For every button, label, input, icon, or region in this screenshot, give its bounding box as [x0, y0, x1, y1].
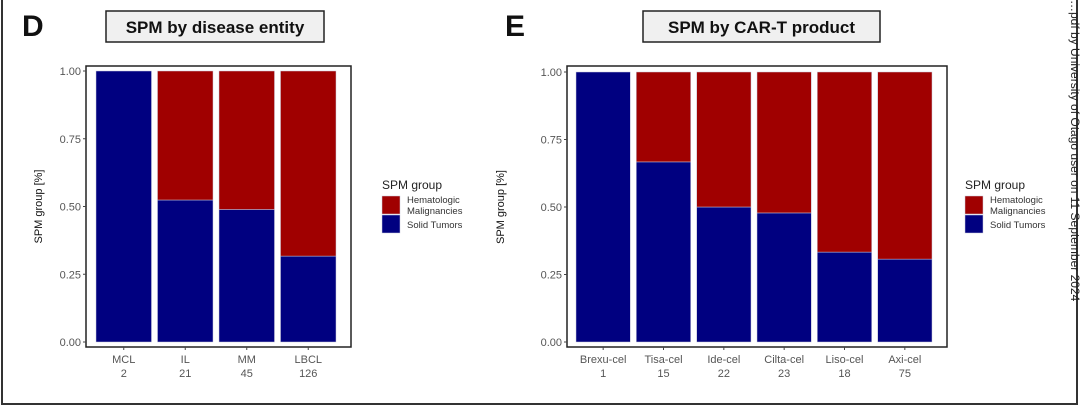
x-tick-count: 22	[718, 368, 730, 380]
bar-segment-mcl-solid-tumors	[95, 70, 152, 343]
bar-segment-lbcl-hematologic	[280, 70, 337, 257]
chart-title: SPM by disease entity	[126, 18, 305, 37]
legend-title: SPM group	[965, 178, 1025, 192]
bar-segment-cilta-cel-solid-tumors	[756, 212, 812, 343]
bar-segment-axi-cel-solid-tumors	[877, 258, 933, 343]
y-tick-label: 0.00	[60, 337, 81, 349]
y-tick-label: 0.50	[60, 202, 81, 214]
bar-segment-mm-hematologic	[218, 70, 275, 210]
y-tick-label: 0.25	[60, 269, 81, 281]
y-tick-label: 0.75	[541, 135, 562, 147]
x-tick-count: 15	[657, 368, 669, 380]
x-tick-count: 75	[899, 368, 911, 380]
bar-segment-brexu-cel-solid-tumors	[575, 71, 631, 343]
bar-segment-axi-cel-hematologic	[877, 71, 933, 260]
bar-segment-ide-cel-solid-tumors	[696, 206, 752, 343]
x-tick-label: Cilta-cel	[764, 354, 804, 366]
y-tick-label: 0.75	[60, 134, 81, 146]
y-tick-label: 0.50	[541, 202, 562, 214]
legend-key-hematologic	[964, 195, 984, 215]
x-tick-label: Axi-cel	[888, 354, 921, 366]
x-tick-count: 2	[121, 368, 127, 380]
x-tick-label: IL	[181, 354, 190, 366]
chart-title-box	[642, 10, 881, 43]
x-tick-count: 1	[600, 368, 606, 380]
x-tick-label: Liso-cel	[826, 354, 864, 366]
bar-segment-cilta-cel-hematologic	[756, 71, 812, 214]
legend-label-solid-tumors: Solid Tumors	[990, 220, 1046, 231]
y-axis-label: SPM group [%]	[495, 170, 507, 244]
x-tick-count: 23	[778, 368, 790, 380]
y-tick-label: 0.25	[541, 270, 562, 282]
x-tick-count: 126	[299, 368, 317, 380]
legend-key-solid-tumors	[381, 214, 401, 234]
legend-label-hematologic: Hematologic Malignancies	[990, 195, 1046, 217]
x-tick-label: Ide-cel	[707, 354, 740, 366]
panel-label-e: E	[505, 10, 525, 43]
panel-label-d: D	[22, 10, 44, 43]
chart-title: SPM by CAR-T product	[668, 18, 855, 37]
bar-segment-tisa-cel-hematologic	[636, 71, 691, 163]
y-tick-label: 1.00	[60, 66, 81, 78]
download-watermark: …pdf by University of Otago user on 11 S…	[1068, 0, 1080, 302]
figure-frame-bottom	[1, 403, 1078, 405]
bar-segment-ide-cel-hematologic	[696, 71, 752, 208]
y-tick-label: 1.00	[541, 67, 562, 79]
x-tick-label: LBCL	[294, 354, 322, 366]
x-tick-label: Brexu-cel	[580, 354, 626, 366]
bar-segment-liso-cel-solid-tumors	[817, 251, 872, 343]
bar-segment-mm-solid-tumors	[218, 209, 275, 343]
x-tick-label: MCL	[112, 354, 135, 366]
bar-segment-il-solid-tumors	[157, 199, 214, 343]
chart-title-box	[105, 10, 325, 43]
bar-segment-tisa-cel-solid-tumors	[636, 161, 691, 343]
bar-segment-liso-cel-hematologic	[817, 71, 872, 253]
bar-segment-lbcl-solid-tumors	[280, 255, 337, 343]
figure-frame-left	[1, 0, 3, 404]
x-tick-count: 45	[241, 368, 253, 380]
legend-key-hematologic	[381, 195, 401, 215]
x-tick-count: 18	[838, 368, 850, 380]
x-tick-count: 21	[179, 368, 191, 380]
legend-label-solid-tumors: Solid Tumors	[407, 220, 463, 231]
figure-frame-right	[1076, 0, 1078, 405]
x-tick-label: MM	[238, 354, 256, 366]
legend-title: SPM group	[382, 178, 442, 192]
legend-label-hematologic: Hematologic Malignancies	[407, 195, 463, 217]
legend-key-solid-tumors	[964, 214, 984, 234]
y-tick-label: 0.00	[541, 337, 562, 349]
y-axis-label: SPM group [%]	[33, 170, 45, 244]
bar-segment-il-hematologic	[157, 70, 214, 201]
x-tick-label: Tisa-cel	[644, 354, 682, 366]
